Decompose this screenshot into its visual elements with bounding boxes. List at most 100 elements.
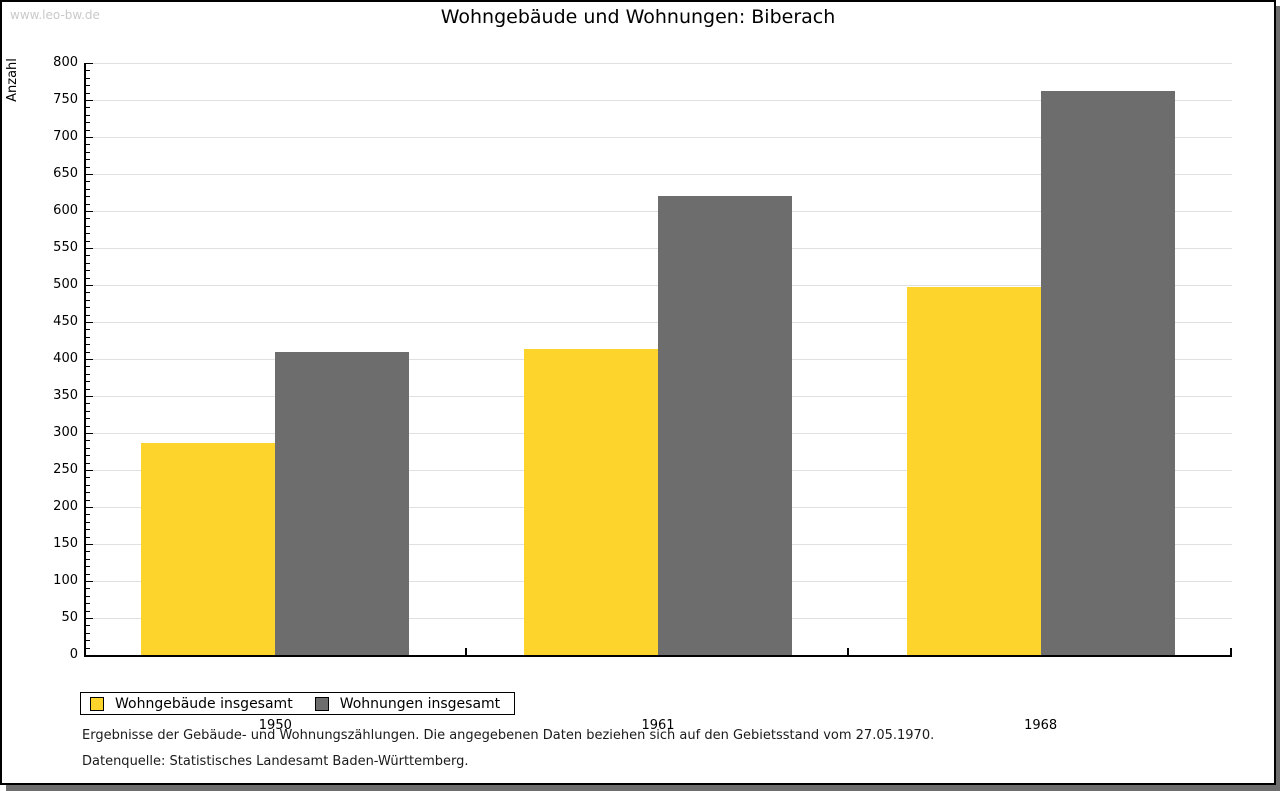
y-tick-major (86, 100, 93, 101)
y-tick-label: 450 (53, 314, 78, 329)
y-tick-minor (86, 151, 90, 153)
y-tick-minor (86, 159, 90, 161)
y-tick-minor (86, 455, 90, 457)
y-tick-minor (86, 225, 90, 227)
y-tick-minor (86, 114, 90, 116)
bar-wohnungen-1961 (658, 196, 792, 655)
y-tick-minor (86, 70, 90, 72)
y-tick-minor (86, 573, 90, 575)
y-tick-major (86, 359, 93, 360)
bar-wohnungen-1968 (1040, 91, 1175, 655)
y-tick-minor (86, 292, 90, 294)
y-tick-label: 400 (53, 351, 78, 366)
y-tick-minor (86, 381, 90, 383)
gridline (86, 137, 1232, 138)
y-tick-minor (86, 270, 90, 272)
y-tick-minor (86, 262, 90, 264)
x-category-label: 1961 (641, 718, 675, 733)
y-tick-label: 300 (53, 425, 78, 440)
y-tick-minor (86, 484, 90, 486)
y-tick-minor (86, 403, 90, 405)
y-tick-major (86, 322, 93, 323)
y-tick-minor (86, 240, 90, 242)
y-tick-minor (86, 329, 90, 331)
y-tick-minor (86, 499, 90, 501)
y-tick-label: 550 (53, 240, 78, 255)
y-tick-minor (86, 129, 90, 131)
y-tick-minor (86, 536, 90, 538)
y-tick-minor (86, 188, 90, 190)
y-tick-major (86, 470, 93, 471)
y-tick-major (86, 285, 93, 286)
y-tick-minor (86, 196, 90, 198)
y-tick-minor (86, 218, 90, 220)
y-tick-label: 600 (53, 203, 78, 218)
y-tick-label: 250 (53, 462, 78, 477)
y-tick-minor (86, 122, 90, 124)
plot-area: 0 50 100 150 200 250 300 350 400 450 500 550 600 650 7… (53, 55, 1232, 733)
x-category-label: 1968 (1024, 718, 1058, 733)
y-tick-label: 100 (53, 573, 78, 588)
y-axis-line (84, 63, 86, 657)
legend-label: Wohngebäude insgesamt (115, 695, 293, 712)
y-tick-label: 150 (53, 536, 78, 551)
y-tick-minor (86, 314, 90, 316)
bar-wohngebäude-1950 (141, 442, 276, 655)
y-tick-minor (86, 625, 90, 627)
y-tick-minor (86, 425, 90, 427)
y-tick-label: 500 (53, 277, 78, 292)
y-tick-label: 0 (69, 647, 78, 662)
y-tick-minor (86, 307, 90, 309)
y-tick-major (86, 581, 93, 582)
y-tick-minor (86, 492, 90, 494)
y-tick-major (86, 174, 93, 175)
y-tick-minor (86, 203, 90, 205)
x-tick (847, 648, 850, 655)
y-tick-minor (86, 529, 90, 531)
y-tick-minor (86, 447, 90, 449)
x-axis-line (84, 655, 1232, 657)
y-tick-minor (86, 166, 90, 168)
y-tick-minor (86, 462, 90, 464)
y-tick-minor (86, 344, 90, 346)
y-tick-minor (86, 551, 90, 553)
y-tick-minor (86, 92, 90, 94)
y-tick-minor (86, 647, 90, 649)
y-tick-label: 650 (53, 166, 78, 181)
y-tick-minor (86, 514, 90, 516)
y-tick-major (86, 63, 93, 64)
y-tick-minor (86, 85, 90, 87)
y-tick-minor (86, 418, 90, 420)
y-axis-label: Anzahl (5, 58, 20, 102)
y-tick-minor (86, 603, 90, 605)
y-tick-minor (86, 373, 90, 375)
y-tick-minor (86, 233, 90, 235)
gridline (86, 174, 1232, 175)
legend-item-wohnungen: Wohnungen insgesamt (314, 696, 500, 712)
y-tick-label: 800 (53, 55, 78, 70)
x-tick (464, 648, 467, 655)
y-tick-label: 700 (53, 129, 78, 144)
y-tick-minor (86, 336, 90, 338)
y-tick-major (86, 507, 93, 508)
y-tick-major (86, 137, 93, 138)
gridline (86, 63, 1232, 64)
y-tick-minor (86, 566, 90, 568)
y-tick-minor (86, 351, 90, 353)
bar-wohngebäude-1961 (524, 348, 658, 655)
y-tick-minor (86, 366, 90, 368)
y-tick-minor (86, 181, 90, 183)
y-tick-major (86, 433, 93, 434)
x-tick (1230, 648, 1232, 655)
y-tick-label: 200 (53, 499, 78, 514)
legend-item-wohngebaeude: Wohngebäude insgesamt (90, 696, 293, 712)
y-tick-minor (86, 388, 90, 390)
bar-wohnungen-1950 (275, 351, 410, 655)
y-tick-minor (86, 640, 90, 642)
legend-swatch-gray-icon (314, 696, 329, 711)
y-tick-major (86, 211, 93, 212)
x-category-label: 1950 (258, 718, 292, 733)
y-tick-major (86, 618, 93, 619)
y-tick-minor (86, 299, 90, 301)
